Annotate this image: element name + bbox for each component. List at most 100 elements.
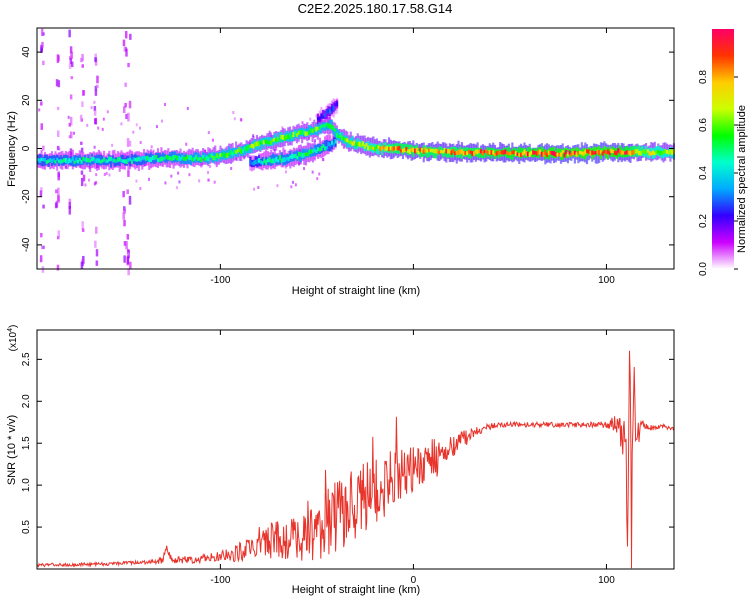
heatmap-ridge-main-cell <box>379 146 382 152</box>
heatmap-ridge-main-cell <box>66 155 69 164</box>
heatmap-noise-cell <box>94 53 97 60</box>
heatmap-ridge-main-cell <box>316 126 319 131</box>
heatmap-ridge-main-cell <box>42 156 45 167</box>
heatmap-ridge-main-cell <box>606 149 609 154</box>
heatmap-spur-cell <box>323 113 326 118</box>
heatmap-ridge-main-cell <box>241 148 245 153</box>
heatmap-noise-cell <box>268 130 271 134</box>
heatmap-ridge-main-cell <box>116 157 120 162</box>
heatmap-ridge-main-cell <box>120 158 123 163</box>
heatmap-ridge-main-cell <box>438 150 441 155</box>
heatmap-ridge-main-cell <box>236 149 239 153</box>
heatmap-ridge-main-cell <box>141 155 144 165</box>
heatmap-ridge-main-cell <box>268 141 271 145</box>
heatmap-ridge-main-cell <box>301 130 304 135</box>
heatmap-ridge-lower-cell <box>317 147 320 152</box>
heatmap-ridge-lower-cell <box>330 140 334 145</box>
heatmap-noise-cell <box>135 179 138 183</box>
heatmap-spur-cell <box>322 115 325 119</box>
heatmap-ridge-main-cell <box>556 152 559 157</box>
heatmap-ridge-main-cell <box>252 143 255 149</box>
heatmap-ridge-main-cell <box>318 126 321 131</box>
heatmap-ridge-main-cell <box>570 153 573 157</box>
heatmap-ridge-lower-cell <box>304 152 308 156</box>
heatmap-noise-cell <box>275 147 278 151</box>
heatmap-ridge-main-cell <box>327 123 330 128</box>
heatmap-ridge-main-cell <box>363 144 366 149</box>
heatmap-noise-cell <box>39 190 43 197</box>
heatmap-ridge-main-cell <box>280 134 283 140</box>
heatmap-ridge-main-cell <box>222 152 226 156</box>
heatmap-noise-cell <box>123 219 126 227</box>
heatmap-ridge-main-cell <box>387 147 391 152</box>
heatmap-ridge-main-cell <box>144 156 147 161</box>
heatmap-ridge-main-cell <box>165 154 168 160</box>
heatmap-ridge-main-cell <box>177 155 180 161</box>
heatmap-ridge-lower-cell <box>296 155 299 160</box>
spectrogram-y-tick-label: 20 <box>21 94 32 106</box>
heatmap-ridge-main-cell <box>624 151 627 155</box>
heatmap-noise-cell <box>94 181 98 185</box>
heatmap-spur-cell <box>325 110 328 115</box>
heatmap-ridge-main-cell <box>162 156 165 161</box>
heatmap-ridge-lower-cell <box>327 142 330 146</box>
heatmap-ridge-main-cell <box>509 151 512 155</box>
heatmap-ridge-main-cell <box>365 143 368 147</box>
heatmap-ridge-main-cell <box>638 145 641 157</box>
heatmap-ridge-main-cell <box>474 149 477 154</box>
heatmap-ridge-main-cell <box>344 137 347 143</box>
heatmap-ridge-main-cell <box>401 148 404 153</box>
heatmap-ridge-main-cell <box>443 147 446 153</box>
heatmap-noise-cell <box>97 126 100 130</box>
heatmap-ridge-main-cell <box>243 146 246 151</box>
heatmap-ridge-main-cell <box>559 152 563 157</box>
heatmap-noise-cell <box>57 230 61 238</box>
heatmap-ridge-main-cell <box>295 133 298 137</box>
snr-plot-frame <box>36 329 675 570</box>
heatmap-ridge-main-cell <box>290 135 293 140</box>
heatmap-ridge-main-cell <box>240 149 243 154</box>
heatmap-ridge-main-cell <box>123 159 127 164</box>
heatmap-noise-cell <box>70 61 74 68</box>
snr-multiplier-exponent: 4 <box>7 328 14 332</box>
heatmap-ridge-main-cell <box>480 148 483 154</box>
heatmap-ridge-main-cell <box>92 157 95 165</box>
heatmap-ridge-main-cell <box>83 157 87 162</box>
figure-title: C2E2.2025.180.17.58.G14 <box>297 1 453 16</box>
heatmap-ridge-main-cell <box>540 146 543 157</box>
heatmap-noise-cell <box>207 178 210 182</box>
heatmap-ridge-main-cell <box>248 144 252 154</box>
heatmap-noise-cell <box>67 115 70 119</box>
heatmap-noise-cell <box>123 46 127 52</box>
heatmap-ridge-main-cell <box>596 149 599 154</box>
heatmap-ridge-main-cell <box>165 155 168 164</box>
heatmap-ridge-lower-cell <box>332 137 335 147</box>
heatmap-ridge-main-cell <box>382 145 385 149</box>
heatmap-ridge-main-cell <box>521 151 524 156</box>
heatmap-ridge-main-cell <box>618 150 622 154</box>
heatmap-ridge-main-cell <box>433 148 436 154</box>
heatmap-noise-cell <box>56 130 60 137</box>
heatmap-ridge-main-cell <box>158 157 161 163</box>
snr-x-axis: -100 0 100 <box>210 330 615 586</box>
heatmap-noise-cell <box>40 28 44 37</box>
heatmap-ridge-main-cell <box>394 146 398 151</box>
heatmap-noise-cell <box>95 173 98 177</box>
heatmap-noise-cell <box>82 174 86 182</box>
heatmap-ridge-main-cell <box>247 144 250 150</box>
heatmap-ridge-main-cell <box>532 150 535 155</box>
heatmap-ridge-main-cell <box>599 148 603 160</box>
spectrogram-x-axis: -100 100 <box>210 28 615 286</box>
heatmap-noise-cell <box>90 106 93 110</box>
heatmap-noise-cell <box>106 110 109 114</box>
heatmap-spur-cell <box>316 117 320 121</box>
heatmap-ridge-main-cell <box>136 157 139 162</box>
heatmap-ridge-main-cell <box>175 155 179 161</box>
heatmap-ridge-main-cell <box>634 148 637 154</box>
heatmap-noise-cell <box>93 110 97 116</box>
heatmap-ridge-main-cell <box>415 147 418 153</box>
heatmap-noise-cell <box>164 181 167 185</box>
heatmap-ridge-main-cell <box>193 157 196 161</box>
heatmap-ridge-main-cell <box>271 138 274 143</box>
heatmap-noise-cell <box>94 58 98 66</box>
